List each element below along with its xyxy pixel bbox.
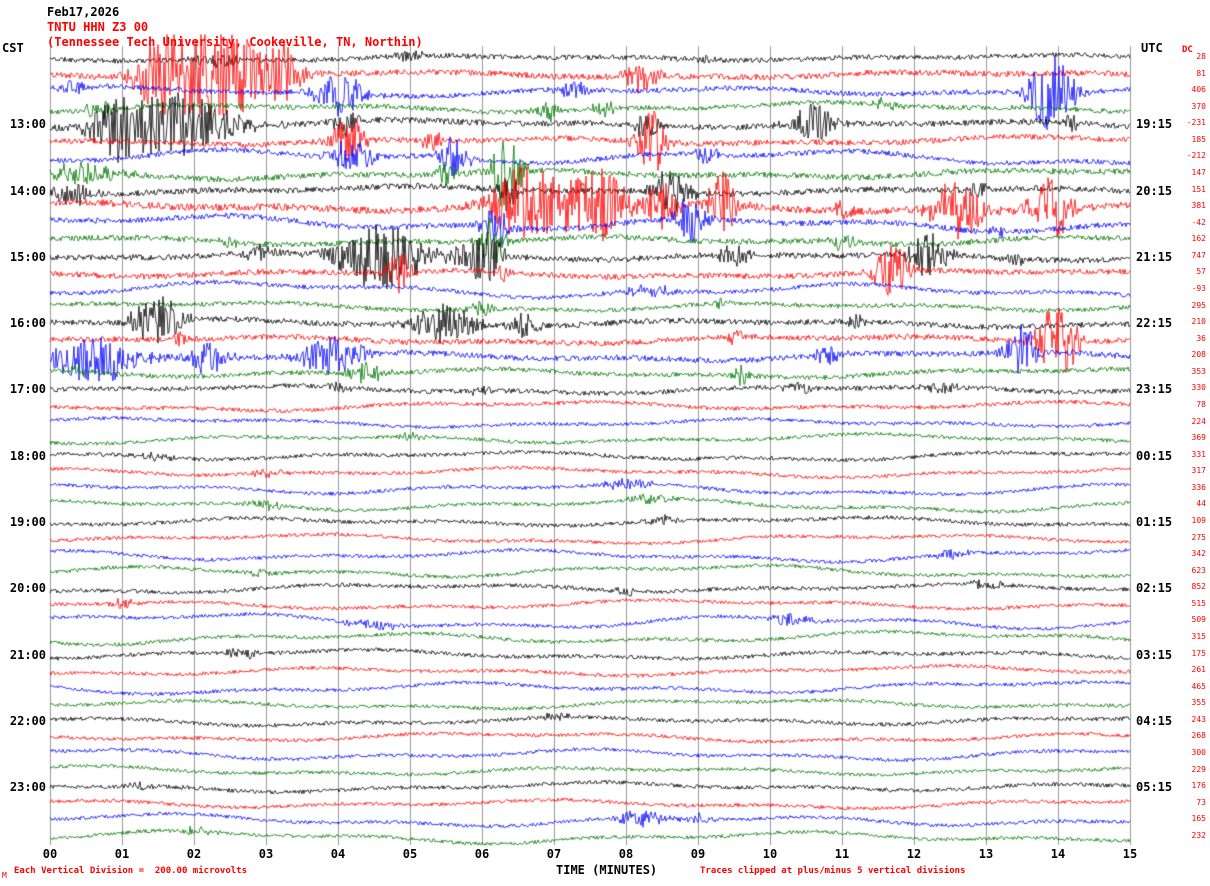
cst-hour-label: 16:00 (9, 316, 46, 331)
dc-offset-value: 224 (1191, 416, 1206, 426)
dc-offset-value: 381 (1191, 201, 1206, 211)
dc-offset-value: 355 (1191, 698, 1206, 708)
station-code: TNTU HHN Z3 00 (47, 20, 149, 34)
dc-offset-value: 275 (1191, 532, 1206, 542)
dc-offset-value: 852 (1191, 582, 1206, 592)
dc-offset-value: 229 (1191, 764, 1206, 774)
dc-offset-value: 151 (1191, 184, 1206, 194)
x-axis-tick-label: 03 (258, 847, 274, 861)
dc-offset-value: 330 (1191, 383, 1206, 393)
cst-hour-label: 15:00 (9, 249, 46, 264)
dc-offset-value: 353 (1191, 366, 1206, 376)
x-axis-tick-label: 05 (402, 847, 418, 861)
utc-hour-label: 02:15 (1136, 581, 1173, 596)
x-axis-title: TIME (MINUTES) (556, 863, 658, 877)
clipping-note: Traces clipped at plus/minus 5 vertical … (700, 866, 966, 876)
cst-hour-label: 22:00 (9, 713, 46, 728)
dc-offset-value: 210 (1191, 317, 1206, 327)
dc-offset-value: 81 (1196, 68, 1206, 78)
cst-hour-label: 20:00 (9, 581, 46, 596)
dc-offset-value: 73 (1196, 797, 1206, 807)
dc-offset-header: DC (1182, 45, 1193, 55)
cst-hour-label: 14:00 (9, 183, 46, 198)
x-axis-tick-label: 06 (474, 847, 490, 861)
right-timezone-label: UTC (1141, 41, 1163, 55)
x-axis-tick-label: 12 (906, 847, 922, 861)
x-axis-tick-label: 11 (834, 847, 850, 861)
utc-hour-label: 22:15 (1136, 316, 1173, 331)
x-axis-tick-label: 08 (618, 847, 634, 861)
cst-hour-label: 21:00 (9, 647, 46, 662)
dc-offset-value: 406 (1191, 85, 1206, 95)
x-axis-tick-label: 02 (186, 847, 202, 861)
dc-offset-value: 747 (1191, 250, 1206, 260)
utc-hour-label: 00:15 (1136, 448, 1173, 463)
dc-offset-value: 78 (1196, 399, 1206, 409)
cst-hour-label: 19:00 (9, 514, 46, 529)
x-axis-tick-label: 10 (762, 847, 778, 861)
dc-offset-value: 175 (1191, 648, 1206, 658)
dc-offset-value: 509 (1191, 615, 1206, 625)
dc-offset-value: 28 (1196, 52, 1206, 61)
utc-hour-label: 19:15 (1136, 117, 1173, 132)
dc-offset-value: 370 (1191, 101, 1206, 111)
dc-offset-value: 369 (1191, 433, 1206, 443)
x-axis-tick-label: 14 (1050, 847, 1066, 861)
dc-offset-value: 162 (1191, 234, 1206, 244)
dc-offset-value: 336 (1191, 482, 1206, 492)
utc-hour-label: 03:15 (1136, 647, 1173, 662)
x-axis-tick-label: 00 (42, 847, 58, 861)
dc-offset-value: 176 (1191, 781, 1206, 791)
dc-offset-value: 515 (1191, 598, 1206, 608)
dc-offset-value: 185 (1191, 134, 1206, 144)
x-axis-tick-label: 07 (546, 847, 562, 861)
dc-offset-value: 342 (1191, 549, 1206, 559)
cst-hour-label: 23:00 (9, 780, 46, 795)
cst-hour-label: 13:00 (9, 117, 46, 132)
dc-offset-value: 331 (1191, 449, 1206, 459)
dc-offset-value: 57 (1196, 267, 1206, 277)
dc-offset-value: 147 (1191, 167, 1206, 177)
dc-offset-value: -231 (1186, 118, 1206, 128)
dc-offset-value: 465 (1191, 681, 1206, 691)
dc-offset-value: -212 (1186, 151, 1206, 161)
dc-offset-value: 317 (1191, 466, 1206, 476)
dc-offset-value: 295 (1191, 300, 1206, 310)
cst-hour-label: 18:00 (9, 448, 46, 463)
dc-offset-value: 268 (1191, 731, 1206, 741)
dc-offset-value: 165 (1191, 814, 1206, 824)
vertical-division-note: Each Vertical Division = 200.00 microvol… (14, 866, 247, 876)
utc-hour-label: 21:15 (1136, 249, 1173, 264)
dc-offset-value: 232 (1191, 830, 1206, 840)
utc-hour-label: 05:15 (1136, 780, 1173, 795)
dc-offset-value: -42 (1191, 217, 1206, 227)
dc-offset-value: 36 (1196, 333, 1206, 343)
dc-offset-value: 315 (1191, 631, 1206, 641)
station-location: (Tennessee Tech University, Cookeville, … (47, 35, 423, 49)
x-axis-tick-label: 01 (114, 847, 130, 861)
dc-offset-value: 109 (1191, 515, 1206, 525)
dc-offset-value: 44 (1196, 499, 1206, 509)
dc-offset-value: -93 (1191, 283, 1206, 293)
utc-hour-label: 23:15 (1136, 382, 1173, 397)
x-axis-tick-label: 04 (330, 847, 346, 861)
utc-hour-label: 04:15 (1136, 713, 1173, 728)
cst-hour-label: 17:00 (9, 382, 46, 397)
dc-offset-value: 261 (1191, 665, 1206, 675)
x-axis-tick-label: 09 (690, 847, 706, 861)
dc-offset-value: 243 (1191, 714, 1206, 724)
x-axis-tick-label: 13 (978, 847, 994, 861)
left-timezone-label: CST (2, 41, 24, 55)
dc-offset-value: 623 (1191, 565, 1206, 575)
utc-hour-label: 01:15 (1136, 514, 1173, 529)
corner-watermark: M (2, 871, 7, 880)
dc-offset-value: 300 (1191, 747, 1206, 757)
dc-offset-value: 208 (1191, 350, 1206, 360)
record-date: Feb17,2026 (47, 5, 120, 19)
x-axis-tick-label: 15 (1122, 847, 1138, 861)
utc-hour-label: 20:15 (1136, 183, 1173, 198)
